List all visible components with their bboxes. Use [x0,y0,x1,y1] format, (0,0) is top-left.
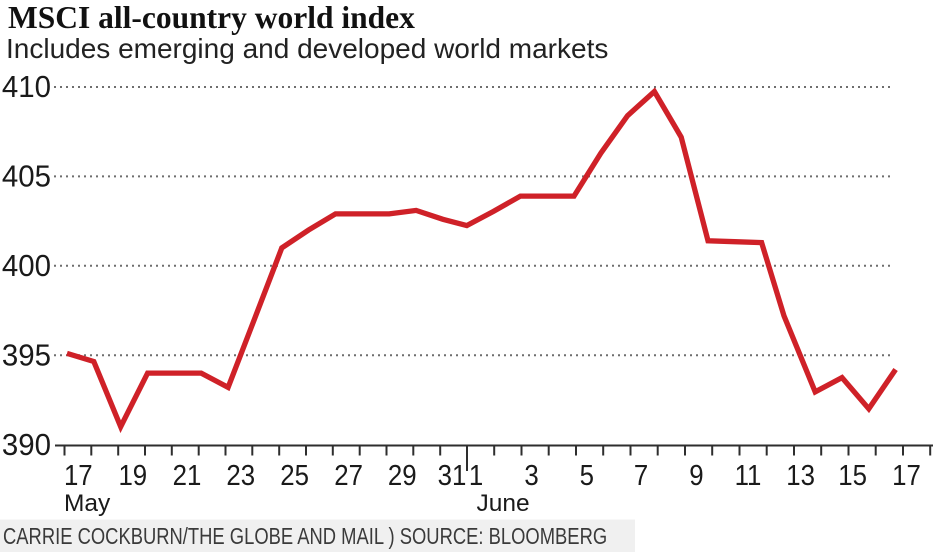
svg-text:11: 11 [735,459,762,492]
svg-text:MSCI all-country world index: MSCI all-country world index [8,0,415,35]
svg-text:CARRIE COCKBURN/THE GLOBE AND: CARRIE COCKBURN/THE GLOBE AND MAIL ) SOU… [3,524,607,549]
svg-text:19: 19 [118,459,147,492]
svg-text:17: 17 [892,459,921,492]
svg-text:21: 21 [173,459,202,492]
svg-text:Includes emerging and develope: Includes emerging and developed world ma… [6,33,608,64]
svg-text:3: 3 [524,459,538,492]
svg-text:410: 410 [2,71,51,105]
svg-text:7: 7 [634,459,648,492]
svg-text:390: 390 [2,428,51,462]
svg-text:29: 29 [388,459,417,492]
svg-text:17: 17 [64,459,93,492]
svg-text:405: 405 [2,160,51,194]
svg-text:5: 5 [580,459,594,492]
svg-text:13: 13 [786,459,815,492]
svg-text:23: 23 [226,459,255,492]
svg-text:15: 15 [838,459,867,492]
svg-text:1: 1 [469,459,483,492]
svg-text:25: 25 [280,459,309,492]
svg-text:31: 31 [438,459,467,492]
svg-text:June: June [477,490,530,517]
svg-text:May: May [64,490,111,517]
svg-text:395: 395 [2,339,51,373]
svg-text:400: 400 [2,249,51,283]
svg-text:27: 27 [334,459,363,492]
svg-text:9: 9 [689,459,703,492]
